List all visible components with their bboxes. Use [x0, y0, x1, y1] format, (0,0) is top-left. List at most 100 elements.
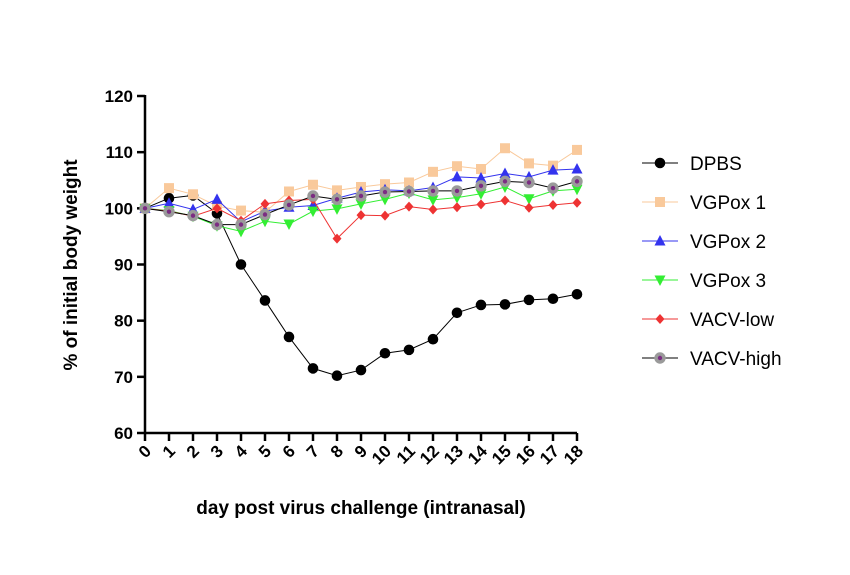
data-point-vacv-high: [331, 193, 343, 206]
x-tick-label: 5: [255, 442, 275, 462]
data-point-core: [657, 355, 663, 361]
x-tick-label: 1: [159, 442, 179, 462]
data-point-vacv-high: [499, 175, 511, 188]
legend-label: VGPox 1: [690, 193, 766, 214]
data-point-vgpox-2: [163, 197, 175, 208]
legend-item-dpbs: DPBS: [642, 154, 742, 175]
legend-marker: [655, 197, 665, 207]
legend-label: VACV-low: [690, 310, 774, 331]
data-point-vgpox-3: [307, 206, 319, 218]
data-point-vacv-high: [355, 190, 367, 202]
data-point-dpbs: [283, 331, 295, 343]
x-tick-label: 10: [368, 442, 395, 469]
data-point-core: [238, 222, 244, 227]
legend-marker: [654, 352, 666, 364]
legend-marker: [654, 157, 666, 169]
data-point-vgpox-3: [283, 219, 295, 231]
data-point-vgpox-2: [475, 172, 487, 183]
data-point-vacv-low: [212, 203, 222, 214]
data-point-vgpox-1: [572, 144, 582, 155]
data-point-vgpox-3: [523, 194, 535, 205]
data-point-vacv-high: [403, 185, 415, 198]
legend-item-vacv-high: VACV-high: [642, 349, 782, 370]
data-point-dpbs: [259, 295, 271, 306]
legend-label: VGPox 3: [690, 271, 766, 292]
data-point-core: [550, 185, 556, 191]
data-point-core: [358, 193, 364, 199]
data-point-vacv-high: [307, 190, 319, 202]
data-point-vacv-low: [428, 204, 438, 215]
legend-marker: [654, 235, 666, 246]
x-tick-label: 4: [231, 441, 252, 462]
data-point-vgpox-2: [547, 164, 559, 175]
data-point-core: [454, 188, 460, 194]
y-tick-label: 80: [114, 312, 133, 331]
data-point-dpbs: [427, 333, 439, 345]
y-tick-label: 60: [114, 424, 133, 443]
data-point-vacv-high: [451, 185, 463, 197]
data-point-vacv-low: [548, 199, 558, 210]
data-point-dpbs: [235, 259, 247, 270]
data-point-core: [526, 180, 532, 185]
data-point-vacv-low: [356, 210, 366, 221]
data-point-core: [214, 222, 220, 227]
data-point-vacv-high: [163, 206, 175, 218]
series-dpbs: [139, 190, 583, 382]
y-tick-label: 100: [105, 199, 133, 218]
data-point-dpbs: [355, 364, 367, 376]
x-tick-label: 18: [560, 442, 587, 469]
data-point-core: [502, 179, 508, 184]
data-point-dpbs: [403, 344, 415, 356]
data-point-vgpox-1: [236, 205, 246, 216]
data-point-dpbs: [379, 347, 391, 359]
data-point-core: [142, 206, 148, 211]
data-point-vacv-low: [500, 195, 510, 206]
data-point-vgpox-1: [500, 143, 510, 154]
data-point-core: [190, 213, 196, 218]
data-point-vgpox-3: [475, 189, 487, 200]
data-point-vgpox-1: [476, 164, 486, 175]
data-point-vacv-high: [523, 176, 535, 189]
data-point-dpbs: [499, 299, 511, 310]
data-point-core: [262, 212, 268, 217]
data-point-vacv-high: [283, 199, 295, 211]
data-point-vacv-low: [332, 233, 342, 244]
data-point-vgpox-1: [308, 179, 318, 190]
data-point-dpbs: [307, 363, 319, 374]
data-point-dpbs: [547, 293, 559, 305]
data-point-core: [166, 209, 172, 214]
data-point-vgpox-2: [499, 167, 511, 179]
legend-marker: [655, 314, 665, 324]
y-tick-label: 70: [114, 368, 133, 387]
legend-item-vacv-low: VACV-low: [642, 310, 774, 331]
data-point-vacv-low: [476, 199, 486, 210]
data-point-core: [334, 197, 340, 202]
legend-item-vgpox-3: VGPox 3: [642, 271, 766, 292]
x-axis-title: day post virus challenge (intranasal): [196, 498, 525, 519]
y-tick-label: 120: [105, 87, 133, 106]
x-tick-label: 7: [303, 442, 323, 462]
data-point-vacv-high: [211, 218, 223, 231]
legend-label: DPBS: [690, 154, 742, 175]
data-point-vacv-low: [452, 202, 462, 213]
data-point-vacv-high: [139, 202, 151, 215]
data-point-vgpox-1: [332, 185, 342, 196]
data-point-vgpox-2: [451, 170, 463, 182]
data-point-vacv-high: [427, 185, 439, 197]
legend-item-vgpox-1: VGPox 1: [642, 193, 766, 214]
data-point-vgpox-2: [571, 163, 583, 174]
data-point-vgpox-3: [379, 194, 391, 206]
data-point-vacv-high: [187, 209, 199, 222]
data-point-vacv-low: [380, 210, 390, 221]
series-layer: [139, 143, 583, 382]
data-point-vacv-high: [379, 186, 391, 198]
data-point-dpbs: [331, 370, 343, 382]
data-point-vacv-low: [404, 201, 414, 212]
data-point-core: [382, 189, 388, 195]
data-point-vgpox-1: [524, 158, 534, 169]
x-tick-label: 9: [351, 442, 371, 462]
legend-label: VACV-high: [690, 349, 782, 370]
data-point-dpbs: [475, 299, 487, 311]
